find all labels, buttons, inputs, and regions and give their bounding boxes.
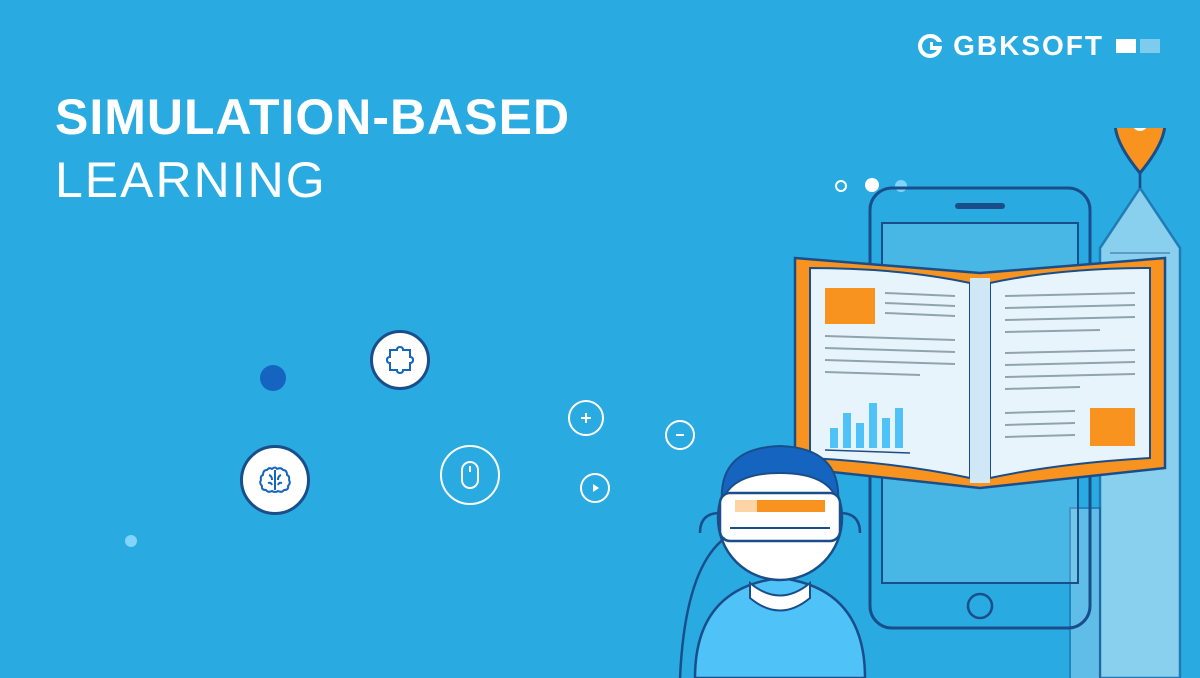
main-illustration [500, 128, 1200, 678]
logo-label: GBKSOFT [953, 30, 1104, 62]
title-line-1: SIMULATION-BASED [55, 90, 570, 145]
logo-bars-icon [1116, 39, 1160, 53]
title-line-2: LEARNING [55, 150, 570, 210]
puzzle-icon [370, 330, 430, 390]
book-icon [795, 258, 1165, 488]
page-title: SIMULATION-BASED LEARNING [55, 90, 570, 210]
logo-mark-icon [915, 31, 945, 61]
mouse-icon [440, 445, 500, 505]
brand-logo: GBKSOFT [915, 30, 1160, 62]
logo-text: GBKSOFT [915, 30, 1104, 62]
dot-decoration [260, 365, 286, 391]
location-pin-icon [1115, 128, 1165, 188]
vr-person-icon [680, 446, 865, 678]
dot-decoration [125, 535, 137, 547]
brain-icon [240, 445, 310, 515]
